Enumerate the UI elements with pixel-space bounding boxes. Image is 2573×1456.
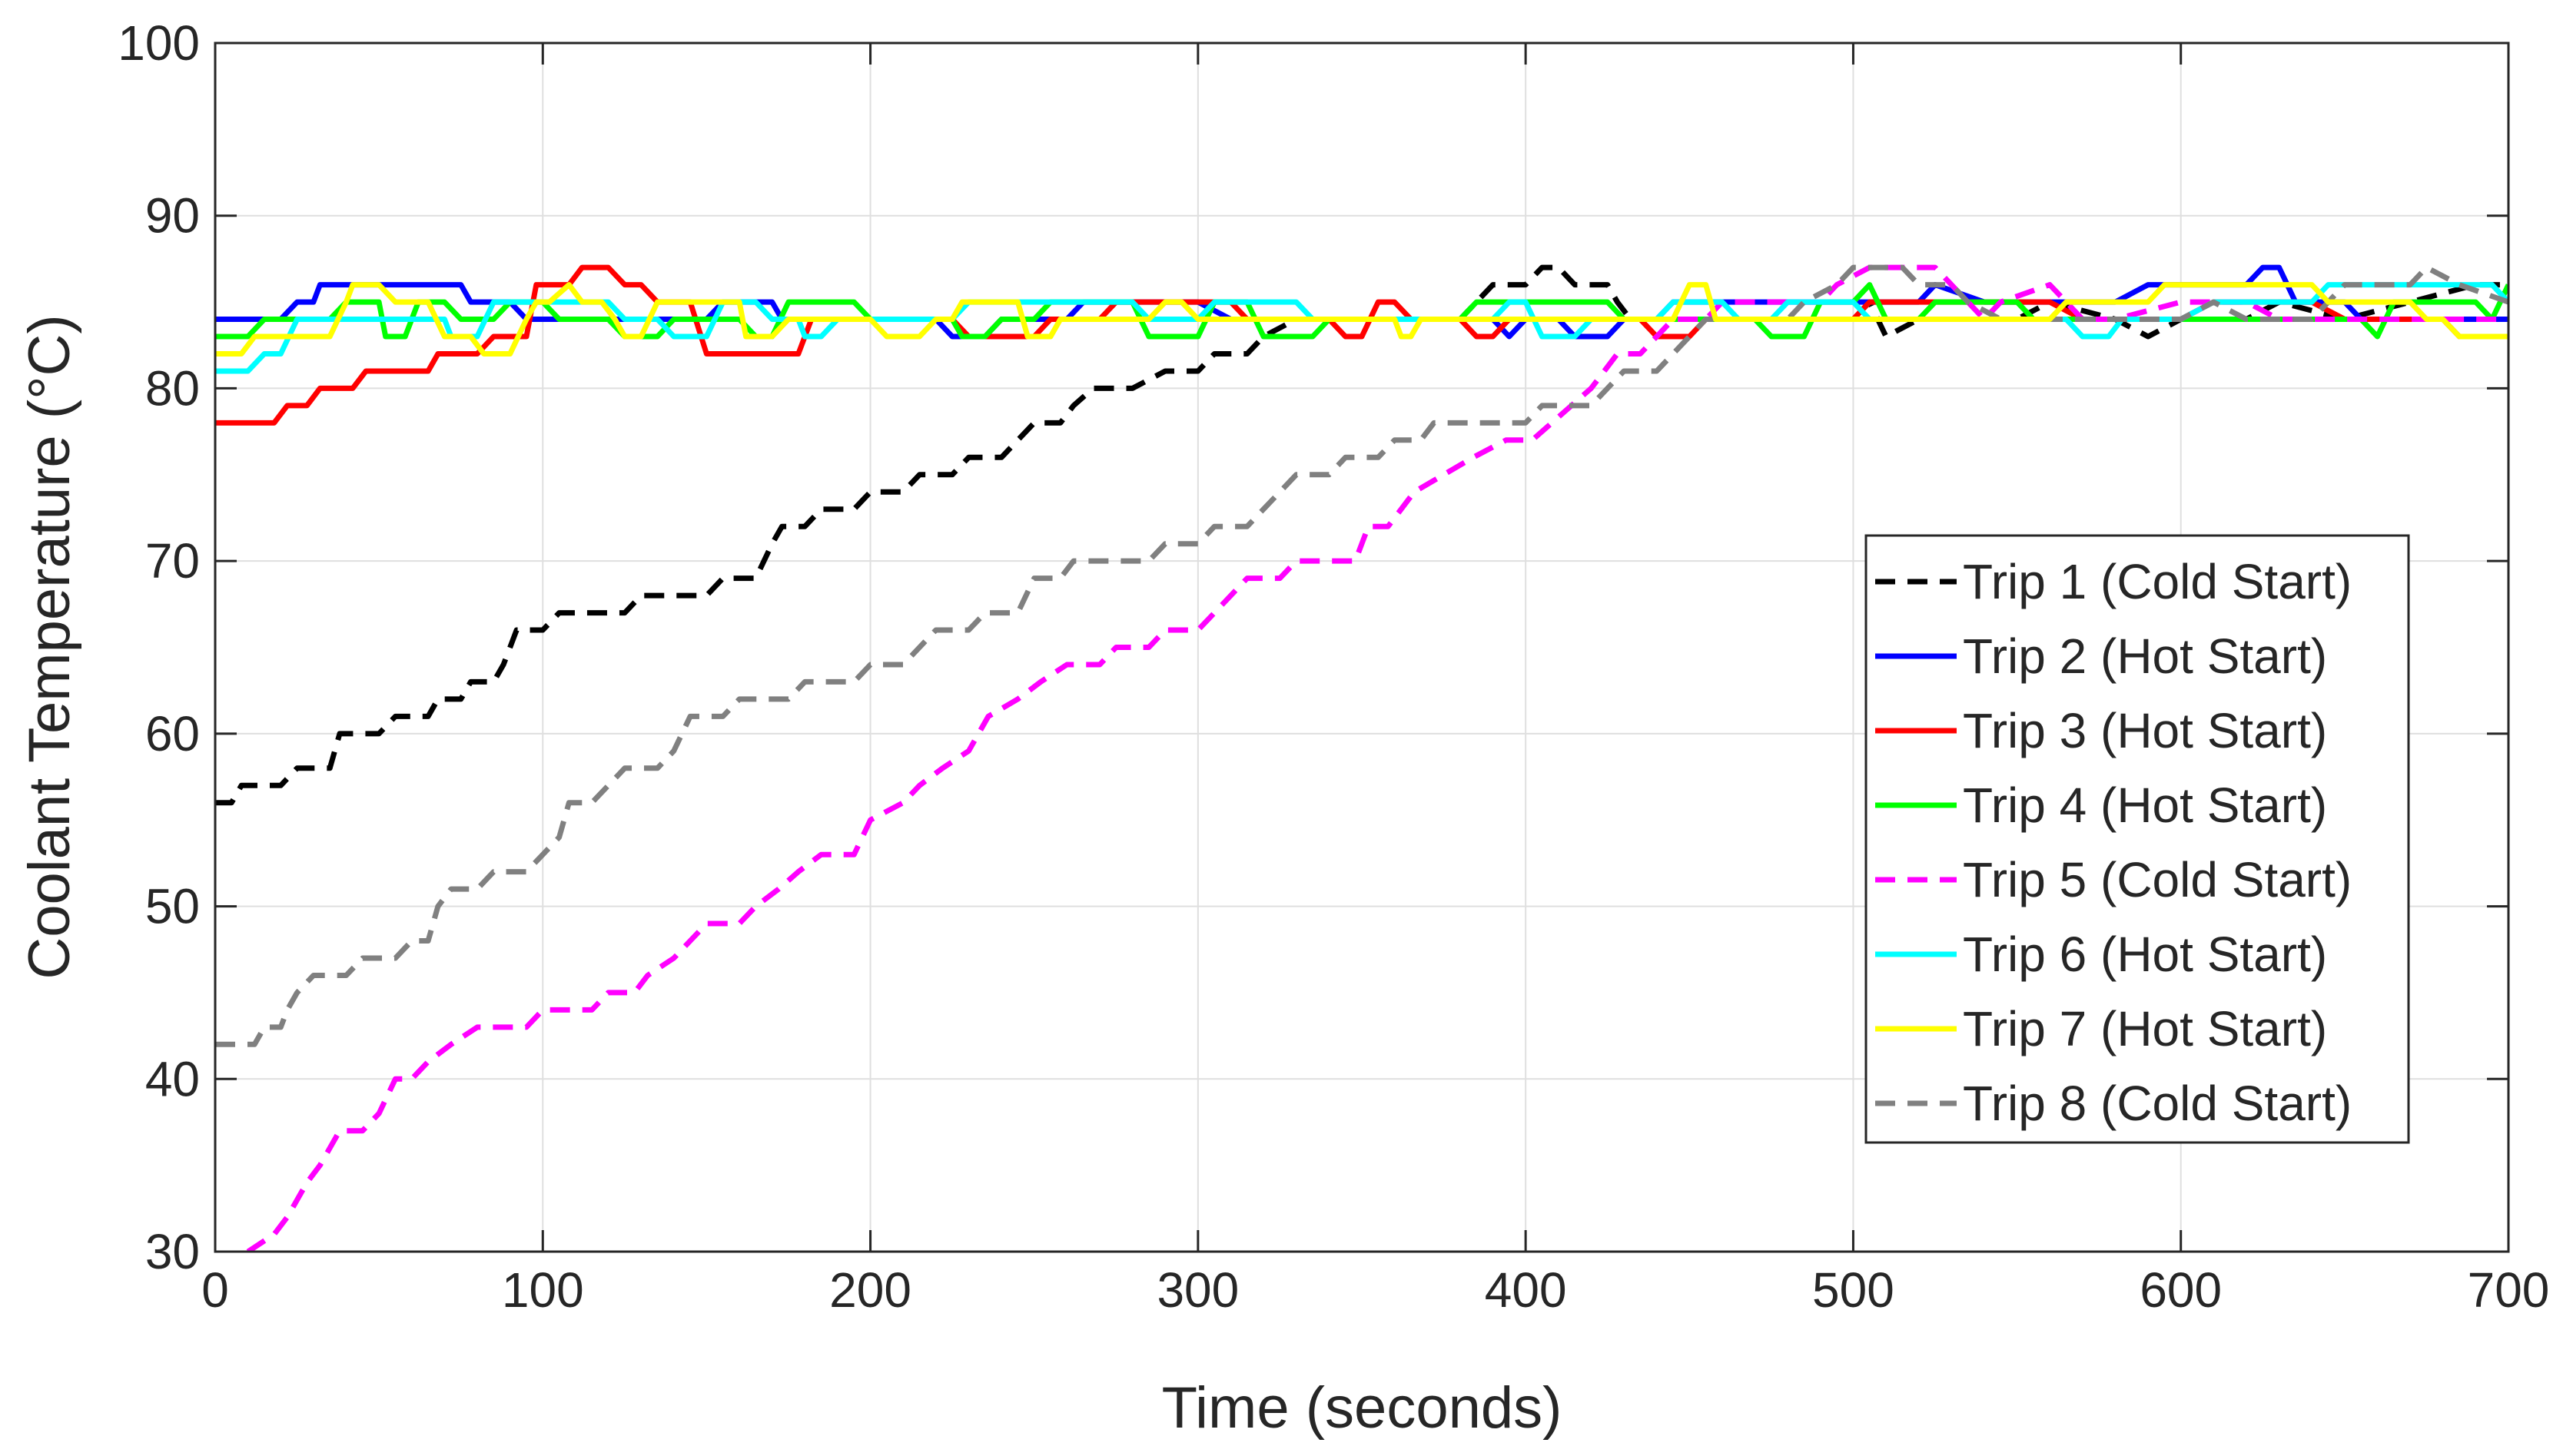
- legend-label-trip-3: Trip 3 (Hot Start): [1963, 703, 2327, 758]
- legend-box: [1864, 534, 2410, 1144]
- y-tick-label: 100: [118, 15, 200, 71]
- y-tick-label: 80: [145, 360, 200, 416]
- series-layer: [215, 264, 2508, 1252]
- y-tick-label: 70: [145, 533, 200, 589]
- legend-label-trip-5: Trip 5 (Cold Start): [1963, 852, 2352, 907]
- legend-label-trip-6: Trip 6 (Hot Start): [1963, 927, 2327, 982]
- x-tick-labels: 0 100 200 300 400 500 600 700: [201, 1262, 2549, 1318]
- series-line-trip-1: [215, 264, 2508, 806]
- legend-label-trip-7: Trip 7 (Hot Start): [1963, 1001, 2327, 1056]
- series-line-trip-8: [215, 264, 2508, 1047]
- legend-label-trip-8: Trip 8 (Cold Start): [1963, 1076, 2352, 1131]
- y-tick-label: 90: [145, 188, 200, 244]
- x-tick-label: 700: [2468, 1262, 2550, 1318]
- ticks: [214, 41, 2510, 1253]
- y-axis-label: Coolant Temperature (°C): [17, 314, 82, 979]
- legend-label-trip-2: Trip 2 (Hot Start): [1963, 629, 2327, 684]
- x-tick-label: 100: [502, 1262, 584, 1318]
- y-tick-label: 30: [145, 1224, 200, 1279]
- x-tick-label: 300: [1157, 1262, 1239, 1318]
- x-tick-label: 600: [2140, 1262, 2222, 1318]
- y-tick-label: 40: [145, 1051, 200, 1106]
- series-line-trip-6: [215, 282, 2508, 374]
- x-tick-label: 400: [1485, 1262, 1567, 1318]
- series-line-trip-7: [215, 282, 2508, 357]
- plot-border: [214, 41, 2510, 1253]
- legend-label-trip-1: Trip 1 (Cold Start): [1963, 554, 2352, 609]
- x-axis-label: Time (seconds): [1162, 1375, 1562, 1441]
- legend-label-trip-4: Trip 4 (Hot Start): [1963, 778, 2327, 833]
- y-tick-label: 50: [145, 879, 200, 934]
- x-tick-label: 0: [201, 1262, 229, 1318]
- y-tick-label: 60: [145, 706, 200, 761]
- x-tick-label: 500: [1812, 1262, 1894, 1318]
- x-tick-label: 200: [829, 1262, 911, 1318]
- series-line-trip-5: [246, 264, 2508, 1252]
- y-tick-labels: 30 40 50 60 70 80 90 100: [118, 15, 200, 1279]
- legend: Trip 1 (Cold Start) Trip 2 (Hot Start) Tri…: [1864, 534, 2410, 1144]
